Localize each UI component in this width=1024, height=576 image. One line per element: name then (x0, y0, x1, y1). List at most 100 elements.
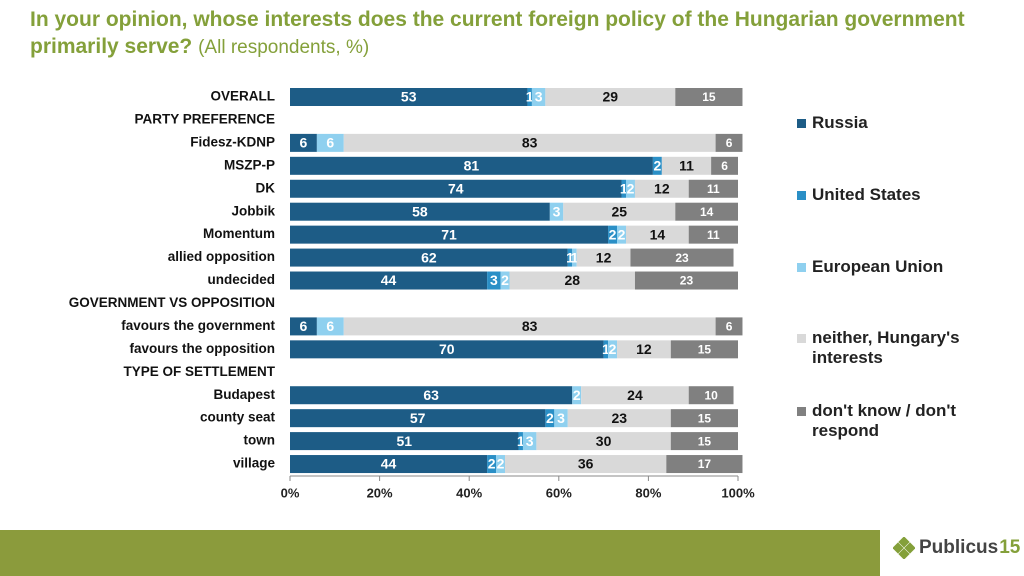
data-label: 2 (627, 180, 635, 196)
bar-segment (343, 133, 716, 152)
logo-icon (893, 537, 915, 559)
category-label: Budapest (213, 387, 275, 402)
data-label: 15 (702, 90, 716, 104)
data-label: 62 (421, 249, 437, 265)
bar-segment (522, 432, 537, 451)
data-label: 14 (650, 226, 666, 242)
data-label: 2 (573, 387, 581, 403)
data-label: 23 (611, 410, 627, 426)
x-tick-label: 60% (546, 485, 572, 500)
bar-segment (290, 455, 488, 474)
bar-segment (688, 179, 738, 198)
bar-segment (711, 156, 738, 175)
bar-segment (563, 202, 676, 221)
bar-segment (617, 225, 626, 244)
category-label: OVERALL (210, 89, 275, 104)
category-label: MSZP-P (224, 157, 275, 172)
bar-segment (675, 88, 743, 106)
footer-band (0, 530, 880, 576)
data-label: 2 (609, 341, 617, 357)
bar-segment (290, 340, 604, 359)
data-label: 2 (618, 226, 626, 242)
data-label: 3 (490, 272, 498, 288)
legend-label: European Union (812, 257, 944, 276)
bar-segment (634, 271, 738, 290)
category-label: undecided (207, 272, 275, 287)
bar-segment (666, 455, 743, 474)
data-label: 6 (300, 135, 308, 151)
data-label: 74 (448, 180, 464, 196)
data-label: 6 (326, 135, 334, 151)
bar-segment (505, 455, 667, 474)
bar-segment (545, 409, 555, 428)
data-label: 6 (326, 318, 334, 334)
data-label: 58 (412, 203, 428, 219)
category-label: village (233, 456, 276, 471)
data-label: 1 (602, 341, 610, 357)
data-label: 3 (526, 433, 534, 449)
data-label: 11 (679, 158, 694, 174)
bar-segment (290, 248, 568, 267)
legend-item: neither, Hungary's interests (797, 328, 1007, 368)
data-label: 30 (596, 433, 612, 449)
bar-segment (509, 271, 635, 290)
bar-segment (290, 133, 317, 152)
bar-segment (715, 133, 743, 152)
data-label: 53 (401, 89, 417, 105)
bar-segment (487, 455, 497, 474)
bar-segment (554, 409, 568, 428)
bar-segment (549, 202, 564, 221)
data-label: 2 (546, 410, 554, 426)
bar-segment (290, 88, 528, 106)
legend-label: United States (812, 185, 921, 204)
data-label: 15 (698, 343, 712, 357)
data-label: 17 (698, 457, 712, 471)
data-label: 1 (620, 180, 628, 196)
bar-segment (290, 432, 519, 451)
bar-segment (572, 386, 582, 405)
bar-segment (536, 432, 671, 451)
data-label: 29 (603, 89, 619, 105)
chart-subtitle: (All respondents, %) (198, 37, 370, 58)
bar-segment (670, 340, 738, 359)
data-label: 28 (564, 272, 580, 288)
data-label: 2 (609, 226, 617, 242)
bar-segment (688, 386, 734, 405)
data-label: 12 (636, 341, 652, 357)
data-label: 12 (654, 180, 670, 196)
legend-swatch (797, 334, 806, 343)
data-label: 83 (522, 318, 538, 334)
bar-segment (290, 271, 488, 290)
bar-segment (617, 340, 671, 359)
bar-segment (675, 202, 738, 221)
x-tick-label: 0% (281, 485, 300, 500)
bar-segment (715, 317, 743, 336)
data-label: 1 (571, 249, 579, 265)
bar-segment (527, 88, 532, 106)
category-label: favours the government (121, 318, 275, 333)
legend-swatch (797, 263, 806, 272)
data-label: 36 (578, 456, 594, 472)
data-label: 1 (566, 249, 574, 265)
category-label: Fidesz-KDNP (190, 134, 275, 149)
bar-segment (603, 340, 609, 359)
data-label: 51 (396, 433, 412, 449)
logo-text: Publicus (919, 537, 999, 558)
logo: Publicus 15 (893, 537, 1020, 559)
data-label: 63 (423, 387, 439, 403)
legend-swatch (797, 191, 806, 200)
bar-segment (518, 432, 523, 451)
bar-segment (688, 225, 738, 244)
data-label: 3 (557, 410, 565, 426)
bar-segment (576, 248, 631, 267)
bar-segment (581, 386, 689, 405)
x-tick-label: 100% (721, 485, 755, 500)
data-label: 6 (300, 318, 308, 334)
data-label: 6 (726, 320, 733, 334)
data-label: 6 (721, 159, 728, 173)
data-label: 2 (501, 272, 509, 288)
legend-item: European Union (797, 257, 1007, 277)
bar-segment (290, 225, 609, 244)
data-label: 44 (381, 456, 397, 472)
